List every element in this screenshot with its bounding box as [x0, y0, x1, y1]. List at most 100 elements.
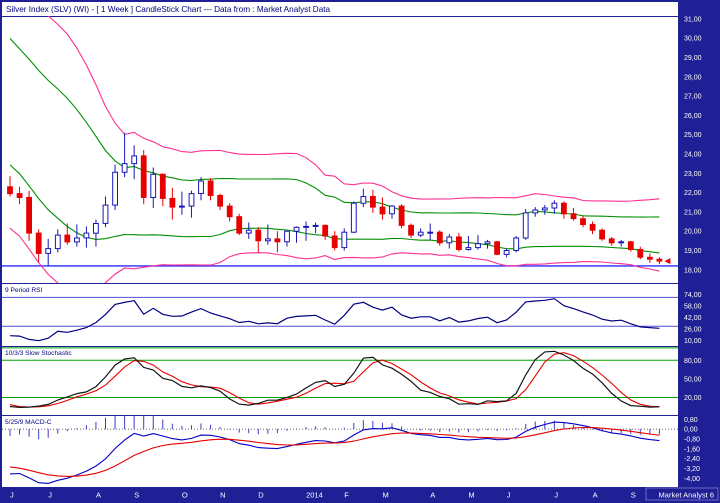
candle[interactable] — [102, 196, 109, 228]
candle[interactable] — [647, 253, 653, 263]
last-price-marker — [664, 258, 671, 265]
y-axis-label: 19,00 — [684, 248, 702, 255]
y-axis-label: -2,40 — [684, 456, 700, 463]
candle[interactable] — [112, 164, 118, 210]
candle[interactable] — [503, 248, 510, 258]
candle[interactable] — [484, 239, 491, 249]
watermark-pane — [645, 487, 719, 501]
candle[interactable] — [265, 224, 271, 245]
candle[interactable] — [150, 167, 157, 209]
candle[interactable] — [398, 204, 405, 229]
candle[interactable] — [207, 178, 214, 201]
candle[interactable] — [16, 186, 23, 205]
candle[interactable] — [7, 176, 13, 197]
bollinger-lower-outer-line — [9, 227, 660, 283]
y-axis-label: 74,00 — [684, 292, 702, 299]
candle[interactable] — [589, 221, 596, 235]
x-axis-label: S — [134, 491, 139, 500]
candle[interactable] — [541, 205, 548, 215]
candle[interactable] — [245, 222, 252, 239]
watermark: Market Analyst 6 — [659, 491, 714, 500]
y-axis-label: -0,80 — [684, 437, 700, 444]
candle[interactable] — [284, 230, 290, 247]
y-axis-label: 18,00 — [684, 267, 702, 274]
candle[interactable] — [522, 209, 529, 240]
candle[interactable] — [417, 228, 424, 237]
candle[interactable] — [312, 222, 319, 234]
candle[interactable] — [64, 223, 71, 245]
candle[interactable] — [436, 230, 443, 246]
candle[interactable] — [35, 229, 42, 263]
rsi-line — [9, 298, 660, 342]
candle[interactable] — [341, 228, 348, 251]
candle[interactable] — [370, 189, 376, 213]
candle[interactable] — [54, 229, 61, 253]
candle[interactable] — [255, 227, 262, 253]
x-axis-label: M — [468, 491, 474, 500]
y-axis-label: 0,00 — [684, 427, 698, 434]
candle[interactable] — [513, 236, 520, 253]
candle[interactable] — [494, 240, 501, 256]
candle[interactable] — [322, 224, 329, 240]
y-axis-label: 29,00 — [684, 55, 702, 62]
candle[interactable] — [608, 237, 615, 246]
candle[interactable] — [532, 207, 539, 217]
y-axis-label: 30,00 — [684, 36, 702, 43]
candle[interactable] — [236, 213, 243, 236]
candle[interactable] — [350, 201, 357, 234]
candle[interactable] — [179, 191, 185, 215]
candle[interactable] — [74, 224, 80, 247]
candle[interactable] — [331, 231, 338, 251]
candle[interactable] — [83, 226, 90, 248]
candle[interactable] — [637, 246, 644, 260]
y-axis-label: 80,00 — [684, 358, 702, 365]
candle[interactable] — [274, 231, 281, 253]
stoch-panel-label: 10/3/3 Slow Stochastic — [5, 350, 72, 357]
candle[interactable] — [570, 208, 577, 221]
candle[interactable] — [580, 215, 586, 228]
x-axis-label: J — [48, 491, 52, 500]
candle[interactable] — [121, 132, 128, 178]
candle[interactable] — [551, 200, 558, 214]
candle[interactable] — [389, 205, 395, 219]
candle[interactable] — [360, 188, 367, 208]
candle[interactable] — [427, 223, 434, 240]
candle[interactable] — [618, 239, 625, 247]
y-axis-label: 23,00 — [684, 171, 702, 178]
rsi-panel — [2, 296, 678, 342]
x-axis-label: 2014 — [306, 491, 323, 500]
candle[interactable] — [303, 221, 310, 241]
candle[interactable] — [475, 235, 481, 250]
y-axis-label: 28,00 — [684, 74, 702, 81]
candle[interactable] — [188, 190, 195, 218]
candle[interactable] — [93, 219, 99, 247]
y-axis-label: -3,20 — [684, 466, 700, 473]
candle[interactable] — [293, 226, 300, 243]
candle[interactable] — [131, 145, 138, 180]
candle[interactable] — [408, 223, 415, 239]
macd-panel-label: 5/25/9 MACD-C — [5, 419, 52, 426]
y-axis-label: 26,00 — [684, 113, 702, 120]
candle[interactable] — [169, 187, 176, 220]
candle[interactable] — [26, 190, 33, 241]
y-axis-label: -4,00 — [684, 476, 700, 483]
candle[interactable] — [217, 193, 223, 210]
candle[interactable] — [226, 203, 233, 222]
y-axis-label: 20,00 — [684, 229, 702, 236]
stoch-k-line — [9, 350, 660, 409]
candle[interactable] — [656, 257, 663, 264]
candle[interactable] — [140, 150, 147, 205]
candle[interactable] — [465, 236, 472, 251]
candle[interactable] — [198, 177, 204, 201]
candle[interactable] — [599, 228, 606, 241]
candle[interactable] — [446, 234, 453, 249]
candle[interactable] — [456, 233, 462, 252]
candle[interactable] — [45, 238, 52, 266]
candle[interactable] — [159, 173, 166, 207]
candle[interactable] — [561, 201, 567, 219]
candle[interactable] — [627, 240, 634, 252]
candle[interactable] — [379, 197, 386, 220]
x-axis-label: M — [383, 491, 389, 500]
